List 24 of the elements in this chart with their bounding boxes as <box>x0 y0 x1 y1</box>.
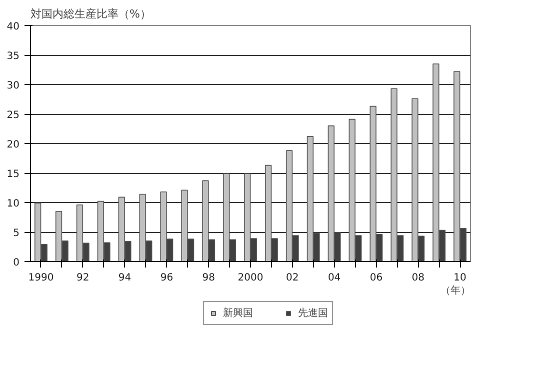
y-tick-label: 20 <box>6 140 20 150</box>
y-tick-label: 25 <box>6 110 20 121</box>
x-tick-label: 96 <box>160 272 174 284</box>
x-tick-label: 92 <box>76 272 90 284</box>
x-tick-label: 06 <box>370 272 383 284</box>
y-axis-title: 対国内総生産比率（%） <box>30 8 151 20</box>
y-tick-label: 15 <box>6 169 20 180</box>
x-tick-label: 04 <box>328 272 341 284</box>
legend-label: 先進国 <box>298 306 328 320</box>
y-tick-label: 30 <box>6 80 20 92</box>
y-tick-label: 35 <box>6 51 20 62</box>
x-tick-label: 02 <box>286 272 299 284</box>
x-tick-label: 98 <box>202 272 215 284</box>
x-tick-label: 08 <box>412 272 424 284</box>
x-tick-label: 94 <box>118 272 132 284</box>
y-tick-label: 5 <box>13 228 20 239</box>
y-tick-label: 40 <box>6 22 20 32</box>
y-tick-label: 10 <box>6 198 20 210</box>
x-tick-label: 1990 <box>28 272 54 284</box>
x-tick-label: 10 <box>454 272 466 284</box>
y-tick-label: 0 <box>13 258 20 268</box>
legend-label: 新興国 <box>223 306 253 320</box>
x-tick-label: 2000 <box>238 272 264 284</box>
x-axis-title: （年） <box>440 284 470 296</box>
